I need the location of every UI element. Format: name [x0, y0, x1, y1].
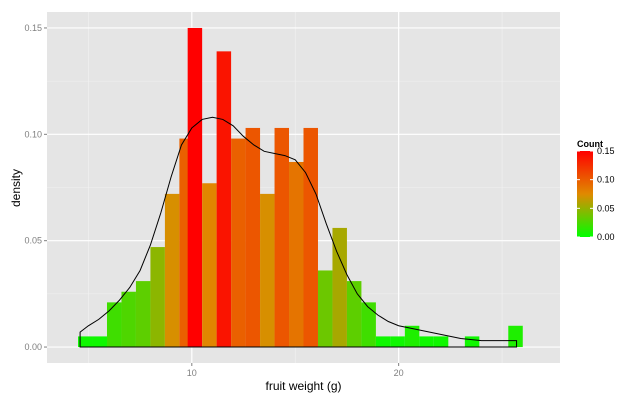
- histogram-bar: [216, 51, 232, 348]
- histogram-bar: [390, 336, 405, 348]
- histogram-bar: [135, 281, 151, 348]
- histogram-bar: [289, 161, 304, 348]
- histogram-bar: [150, 247, 165, 348]
- legend: Count 0.00 0.05 0.10 0.15: [577, 139, 615, 242]
- histogram-bar: [375, 336, 391, 348]
- y-tick-label: 0.05: [24, 236, 42, 246]
- legend-label: 0.00: [597, 232, 615, 242]
- histogram-bar: [164, 193, 180, 348]
- histogram-bars: [78, 27, 523, 348]
- histogram-bar: [419, 336, 434, 348]
- legend-title: Count: [577, 139, 603, 149]
- histogram-bar: [187, 27, 203, 348]
- legend-colorbar: [577, 151, 593, 237]
- histogram-bar: [332, 227, 347, 348]
- legend-label: 0.05: [597, 203, 615, 213]
- y-tick-label: 0.00: [24, 342, 42, 352]
- histogram-bar: [404, 325, 420, 348]
- histogram-bar: [346, 281, 362, 348]
- histogram-bar: [78, 336, 93, 348]
- y-axis-title: density: [9, 169, 23, 207]
- legend-label: 0.15: [597, 146, 615, 156]
- y-tick-label: 0.15: [24, 23, 42, 33]
- histogram-bar: [274, 127, 290, 348]
- y-axis: 0.00 0.05 0.10 0.15: [24, 23, 47, 352]
- legend-ticks: 0.00 0.05 0.10 0.15: [577, 146, 615, 242]
- histogram-bar: [245, 127, 261, 348]
- x-tick-label: 20: [394, 368, 404, 378]
- histogram-bar: [433, 336, 449, 348]
- y-tick-label: 0.10: [24, 129, 42, 139]
- x-axis-title: fruit weight (g): [265, 379, 341, 393]
- density-curve: [79, 116, 518, 348]
- legend-label: 0.10: [597, 175, 615, 185]
- x-axis: 10 20: [187, 363, 404, 378]
- grid-minor: [47, 12, 560, 363]
- histogram-bar: [231, 138, 246, 348]
- histogram-bar: [303, 127, 318, 348]
- histogram-bar: [317, 270, 333, 348]
- histogram-bar: [361, 302, 376, 348]
- x-tick-label: 10: [187, 368, 197, 378]
- histogram-bar: [202, 183, 217, 348]
- histogram-bar: [121, 291, 136, 348]
- histogram-bar: [260, 193, 275, 348]
- histogram-bar: [508, 325, 523, 348]
- histogram-bar: [464, 336, 480, 348]
- histogram-bar: [106, 302, 122, 348]
- histogram-bar: [92, 336, 107, 348]
